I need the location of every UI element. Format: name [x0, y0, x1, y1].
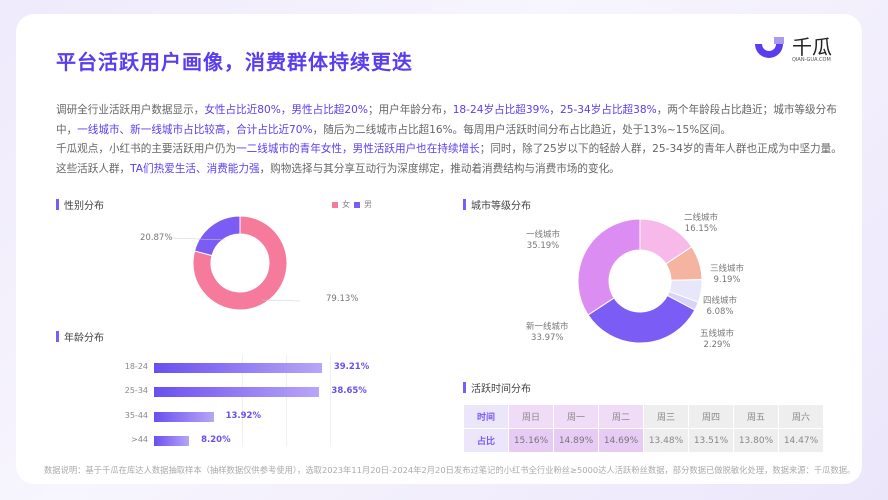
active-time-table: 时间 周日 周一 周二 周三 周四 周五 周六 占比 15.16% 14.89% 14.69% 13.… [463, 404, 824, 453]
age-bar [154, 387, 320, 397]
row-header-time: 时间 [464, 405, 508, 428]
time-section-title: 活跃时间分布 [463, 380, 531, 395]
age-title-text: 年龄分布 [64, 333, 104, 344]
day-header: 周一 [554, 405, 598, 428]
age-category-label: 35-44 [124, 411, 148, 420]
day-header: 周五 [734, 405, 778, 428]
age-value-label: 13.92% [225, 411, 261, 421]
share-cell: 13.51% [689, 429, 733, 452]
body-text: ；同时，除了25岁以下的轻龄人群，25-34岁的青年人群也正成为中坚力量。这些活… [56, 143, 842, 175]
city-section-title: 城市等级分布 [463, 197, 531, 212]
share-cell: 14.89% [554, 429, 598, 452]
body-text: 千瓜观点，小红书的主要活跃用户仍为 [56, 143, 237, 155]
gender-label-male: 20.87% [140, 233, 173, 243]
body-text: 调研全行业活跃用户数据显示， [56, 104, 205, 116]
highlight-text: 一二线城市的青年女性，男性活跃用户也在持续增长 [236, 143, 480, 155]
city-label: 五线城市 2.29% [700, 329, 735, 350]
age-bar [154, 363, 322, 373]
paragraph-2: 千瓜观点，小红书的主要活跃用户仍为一二线城市的青年女性，男性活跃用户也在持续增长… [56, 140, 846, 179]
leader-line [261, 299, 301, 302]
summary-text: 调研全行业活跃用户数据显示，女性占比近80%，男性占比超20%；用户年龄分布，1… [56, 101, 846, 179]
age-value-label: 8.20% [201, 435, 231, 445]
day-header: 周二 [599, 405, 643, 428]
city-label: 三线城市 9.19% [710, 264, 745, 285]
legend-male: 男 [364, 200, 372, 209]
city-label: 新一线城市 33.97% [526, 322, 569, 343]
age-category-label: >44 [131, 435, 148, 444]
leader-line [171, 237, 226, 241]
body-text: ；用户年龄分布， [367, 104, 453, 116]
share-cell: 13.48% [644, 429, 688, 452]
highlight-text: TA们热爱生活、消费能力强 [130, 162, 260, 175]
day-header: 周三 [644, 405, 688, 428]
slice-female [192, 215, 288, 311]
age-category-label: 25-34 [124, 386, 148, 395]
city-label: 二线城市 16.15% [684, 213, 719, 234]
slice-tier1 [577, 218, 641, 316]
share-cell: 14.69% [599, 429, 643, 452]
logo-name: 千瓜 [792, 35, 832, 59]
time-title-text: 活跃时间分布 [471, 384, 531, 395]
table-row-day: 时间 周日 周一 周二 周三 周四 周五 周六 [464, 405, 823, 428]
slice-male [193, 215, 241, 257]
age-bar [154, 412, 214, 422]
gender-label-female: 79.13% [326, 294, 359, 304]
paragraph-1: 调研全行业活跃用户数据显示，女性占比近80%，男性占比超20%；用户年龄分布，1… [56, 101, 846, 140]
body-text: ，购物选择与其分享互动行为深度绑定，推动着消费结构与消费市场的变化。 [259, 162, 620, 175]
gender-section-title: 性别分布 [56, 197, 104, 212]
gender-title-text: 性别分布 [64, 201, 104, 212]
city-label: 四线城市 6.08% [703, 296, 738, 317]
qiangua-logo: 千瓜 QIAN-GUA.COM [752, 36, 832, 64]
highlight-text: 一线城市、新一线城市占比较高，合计占比近70% [77, 123, 313, 136]
table-row-share: 占比 15.16% 14.89% 14.69% 13.48% 13.51% 13.80% 14… [464, 429, 823, 452]
body-text: ，随后为二线城市占比超16%。每周用户活跃时间分布占比趋近，处于13%~15%区… [312, 123, 732, 136]
city-label: 一线城市 35.19% [526, 230, 561, 251]
highlight-text: 18-24岁占比超39%，25-34岁占比超38% [452, 104, 657, 116]
highlight-text: 女性占比近80%，男性占比超20% [204, 104, 368, 116]
age-value-label: 39.21% [333, 362, 370, 372]
day-header: 周四 [689, 405, 733, 428]
legend-female: 女 [342, 200, 350, 209]
day-header: 周日 [509, 405, 553, 428]
share-cell: 15.16% [509, 429, 553, 452]
day-header: 周六 [779, 405, 823, 428]
share-cell: 14.47% [779, 429, 823, 452]
share-cell: 13.80% [734, 429, 778, 452]
age-value-label: 38.65% [331, 386, 367, 396]
age-section-title: 年龄分布 [56, 329, 104, 344]
logo-mark-icon [755, 37, 784, 58]
city-title-text: 城市等级分布 [471, 201, 531, 212]
page-title: 平台活跃用户画像，消费群体持续更迭 [56, 50, 413, 74]
age-category-label: 18-24 [124, 362, 148, 371]
body-text: ，两个年龄段占比趋近；城市等级分布中， [56, 104, 837, 136]
slice-new-tier1 [587, 294, 696, 344]
gender-legend: 女男 [332, 199, 372, 210]
age-bar [154, 436, 190, 446]
data-note-footer: 数据说明：基于千瓜在库达人数据抽取样本（抽样数据仅供参考使用），选取2023年1… [44, 465, 856, 475]
logo-url: QIAN-GUA.COM [792, 57, 831, 63]
row-header-share: 占比 [464, 429, 508, 452]
